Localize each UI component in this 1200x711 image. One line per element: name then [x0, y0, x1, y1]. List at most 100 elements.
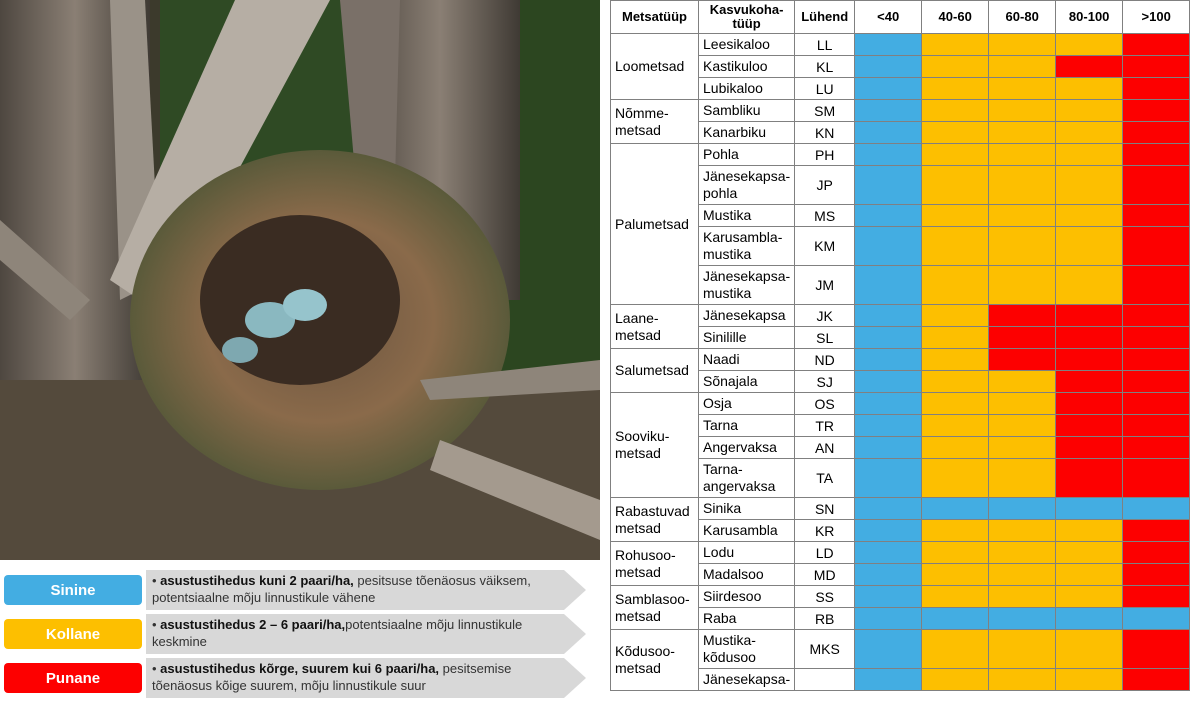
- table-row: Lubikaloo LU: [611, 77, 1191, 100]
- density-cell-yellow: [1055, 143, 1124, 166]
- table-row: Samblasoo-metsad Siirdesoo SS: [610, 585, 1191, 630]
- forest-group: Loometsad: [610, 33, 699, 100]
- density-cell-blue: [1055, 497, 1124, 520]
- density-cell-red: [1055, 392, 1124, 415]
- density-cell-blue: [854, 77, 923, 100]
- density-cell-red: [1122, 99, 1191, 122]
- density-cell-yellow: [921, 33, 990, 56]
- density-cell-blue: [854, 497, 923, 520]
- density-cell-blue: [854, 326, 923, 349]
- density-cell-blue: [854, 585, 923, 608]
- site-abbreviation: KM: [794, 226, 856, 266]
- column-header: Kasvukoha-tüüp: [697, 0, 796, 34]
- site-type: Jänesekapsa: [697, 304, 796, 327]
- site-type: Tarna-angervaksa: [697, 458, 796, 498]
- table-row: Jänesekapsa-pohla JP: [611, 165, 1191, 205]
- density-cell-yellow: [988, 585, 1057, 608]
- site-type: Sinilille: [697, 326, 796, 349]
- density-cell-yellow: [988, 77, 1057, 100]
- density-cell-yellow: [988, 563, 1057, 586]
- density-cell-blue: [854, 143, 923, 166]
- density-cell-red: [1122, 563, 1191, 586]
- density-cell-red: [1055, 304, 1124, 327]
- site-type: Siirdesoo: [697, 585, 796, 608]
- table-row: Rabastuvad metsad Sinika SN: [610, 497, 1191, 542]
- table-row: Sõnajala SJ: [611, 370, 1191, 393]
- legend-impact: potentsiaalne mõju linnustikule keskmine: [152, 617, 523, 649]
- density-cell-red: [1122, 370, 1191, 393]
- site-abbreviation: SL: [794, 326, 856, 349]
- site-type: Sõnajala: [697, 370, 796, 393]
- density-cell-yellow: [1055, 629, 1124, 669]
- density-cell-yellow: [988, 370, 1057, 393]
- density-cell-yellow: [921, 436, 990, 459]
- density-cell-yellow: [921, 370, 990, 393]
- site-abbreviation: ND: [794, 348, 856, 371]
- density-cell-yellow: [988, 392, 1057, 415]
- density-cell-red: [1122, 668, 1191, 691]
- column-header: >100: [1122, 0, 1191, 34]
- density-cell-blue: [988, 607, 1057, 630]
- density-cell-red: [988, 348, 1057, 371]
- density-cell-yellow: [1055, 99, 1124, 122]
- density-cell-red: [1055, 55, 1124, 78]
- legend-arrow-icon: [146, 658, 586, 698]
- legend-impact: pesitsemise tõenäosus kõige suurem, mõju…: [152, 661, 512, 693]
- density-cell-blue: [854, 668, 923, 691]
- site-type: Pohla: [697, 143, 796, 166]
- density-cell-yellow: [988, 165, 1057, 205]
- density-cell-red: [1122, 326, 1191, 349]
- site-abbreviation: SM: [794, 99, 856, 122]
- density-cell-yellow: [988, 226, 1057, 266]
- density-cell-blue: [854, 414, 923, 437]
- column-header: <40: [854, 0, 923, 34]
- table-row: Sinilille SL: [611, 326, 1191, 349]
- density-cell-yellow: [988, 265, 1057, 305]
- site-abbreviation: KL: [794, 55, 856, 78]
- density-cell-yellow: [921, 668, 990, 691]
- density-cell-yellow: [1055, 204, 1124, 227]
- density-cell-yellow: [921, 326, 990, 349]
- table-row: Madalsoo MD: [611, 563, 1191, 586]
- density-cell-red: [1122, 55, 1191, 78]
- density-cell-yellow: [921, 143, 990, 166]
- forest-type-table: Metsatüüp Kasvukoha-tüüp Lühend <40 40-60 60-…: [600, 0, 1200, 711]
- table-row: Kanarbiku KN: [611, 121, 1191, 144]
- forest-group: Sooviku-metsad: [610, 392, 699, 498]
- density-cell-blue: [854, 226, 923, 266]
- density-cell-yellow: [921, 392, 990, 415]
- density-cell-yellow: [1055, 33, 1124, 56]
- density-cell-yellow: [921, 348, 990, 371]
- site-type: Jänesekapsa-: [697, 668, 796, 691]
- density-cell-red: [1122, 458, 1191, 498]
- site-abbreviation: JK: [794, 304, 856, 327]
- density-cell-yellow: [921, 121, 990, 144]
- density-cell-yellow: [921, 55, 990, 78]
- density-cell-yellow: [921, 99, 990, 122]
- forest-group: Palumetsad: [610, 143, 699, 305]
- site-abbreviation: MKS: [794, 629, 856, 669]
- density-cell-yellow: [1055, 121, 1124, 144]
- site-type: Mustika-kõdusoo: [697, 629, 796, 669]
- density-cell-blue: [854, 165, 923, 205]
- density-cell-red: [1055, 414, 1124, 437]
- density-cell-yellow: [1055, 265, 1124, 305]
- legend-color-label: Sinine: [4, 575, 142, 605]
- density-cell-red: [1122, 541, 1191, 564]
- density-cell-yellow: [988, 33, 1057, 56]
- site-abbreviation: TR: [794, 414, 856, 437]
- site-abbreviation: LD: [794, 541, 856, 564]
- table-row: Tarna-angervaksa TA: [611, 458, 1191, 498]
- table-row: Kõdusoo-metsad Mustika-kõdusoo MKS: [610, 629, 1191, 691]
- density-cell-yellow: [988, 436, 1057, 459]
- site-type: Angervaksa: [697, 436, 796, 459]
- density-cell-yellow: [1055, 541, 1124, 564]
- legend: Sinine • asustustihedus kuni 2 paari/ha, …: [0, 560, 600, 711]
- site-type: Kanarbiku: [697, 121, 796, 144]
- site-type: Leesikaloo: [697, 33, 796, 56]
- column-header: 40-60: [921, 0, 990, 34]
- density-cell-red: [1122, 265, 1191, 305]
- density-cell-red: [1122, 519, 1191, 542]
- table-row: Jänesekapsa-: [611, 668, 1191, 691]
- column-header: Lühend: [794, 0, 856, 34]
